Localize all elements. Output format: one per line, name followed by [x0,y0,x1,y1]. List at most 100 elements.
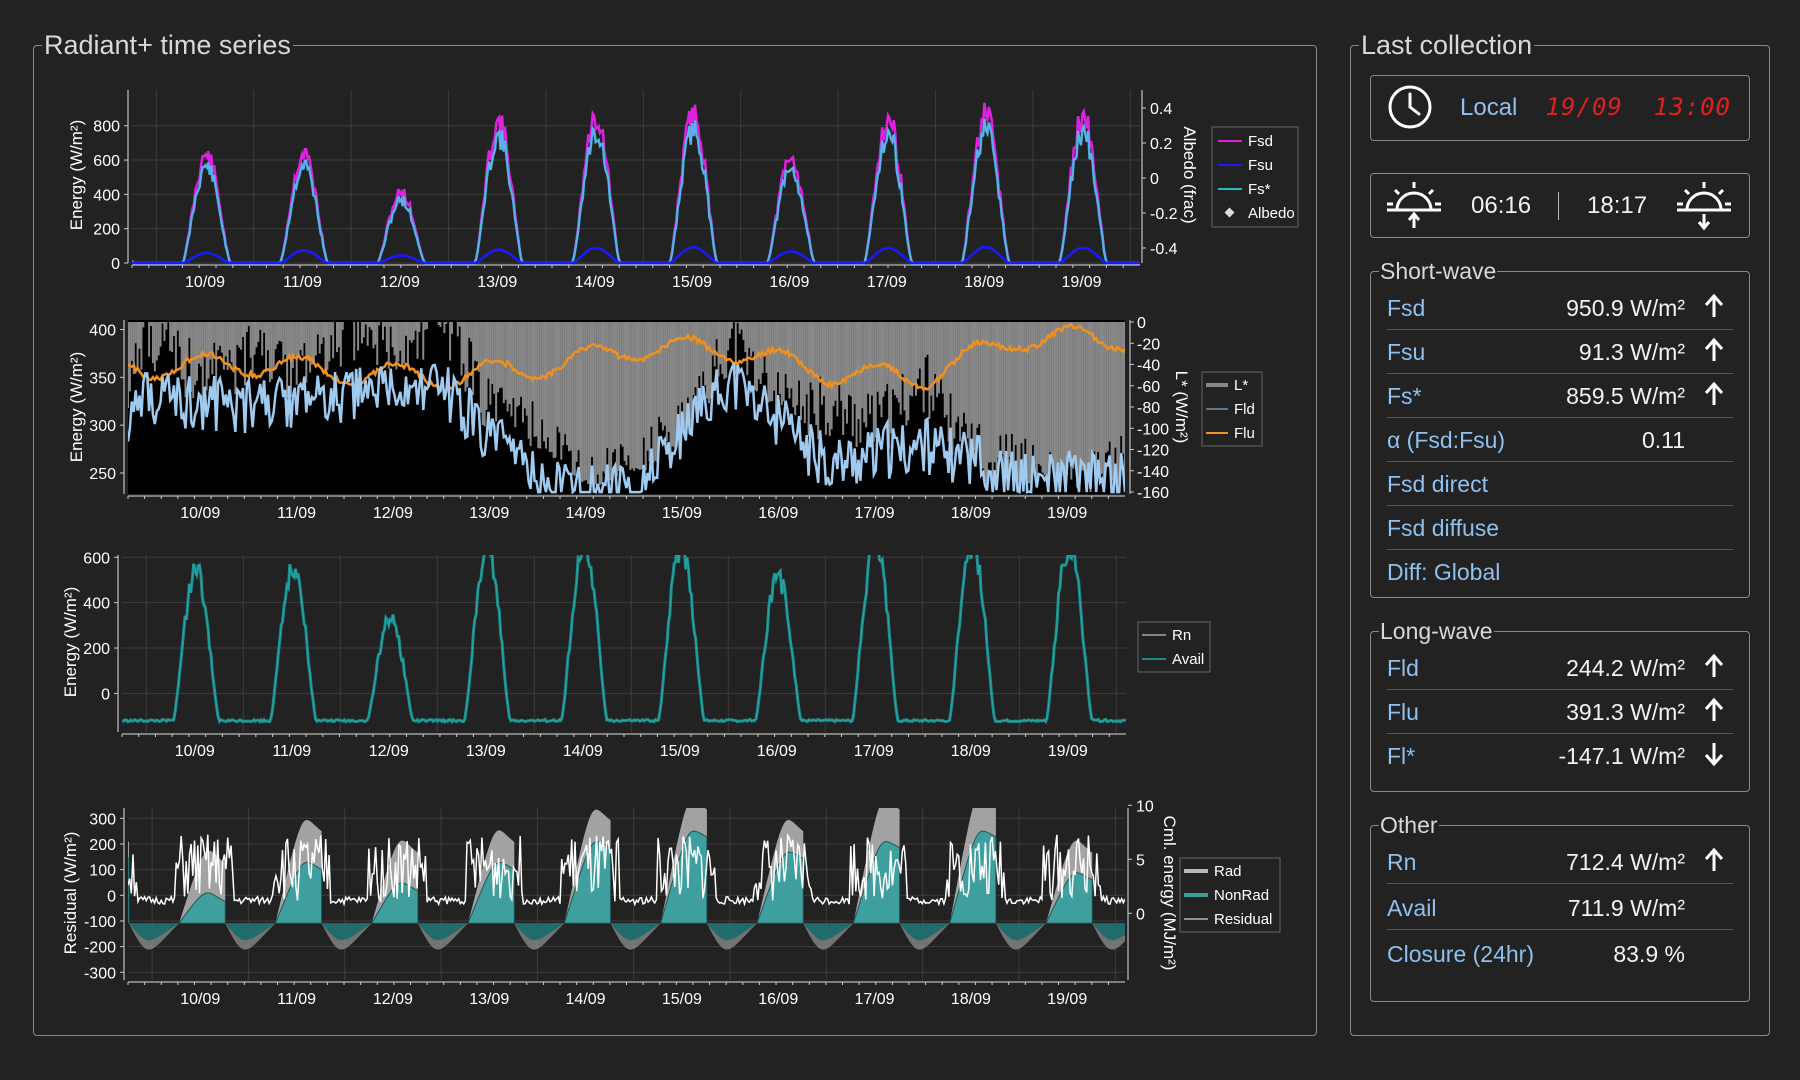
x-tick-label: 17/09 [854,743,894,760]
y-axis-label: Residual (W/m²) [61,832,80,955]
y-tick-label: 800 [93,119,120,136]
x-tick-label: 16/09 [758,991,798,1008]
x-tick-label: 17/09 [855,991,895,1008]
x-tick-label: 10/09 [180,505,220,522]
shortwave-title: Short-wave [1380,258,1497,284]
y-axis-label: Energy (W/m²) [61,587,80,698]
other-row-label: Avail [1387,895,1437,921]
x-tick-label: 18/09 [951,743,991,760]
y-tick-label: 0 [101,686,110,703]
nonrad-night-area [803,923,854,941]
x-tick-label: 15/09 [662,991,702,1008]
x-tick-label: 19/09 [1048,743,1088,760]
longwave-row: Fld 244.2 W/m² [1387,645,1733,690]
time-series-panel: Radiant+ time series [33,30,1317,1036]
y-tick-label: 300 [89,418,116,435]
legend-label: Rn [1172,627,1191,644]
fsstar-series [132,118,1140,265]
shortwave-row: Diff: Global [1387,549,1733,593]
sunrise-icon [1387,182,1441,228]
y-tick-label: 200 [89,837,116,854]
x-tick-label: 15/09 [662,505,702,522]
legend-label: Fs* [1248,181,1271,198]
x-tick-label: 15/09 [660,743,700,760]
sun-times-box: 06:16 18:17 [1370,173,1750,238]
x-tick-label: 14/09 [566,505,606,522]
legend-label: Fsd [1248,133,1273,150]
last-collection-panel: Last collection [1350,30,1770,1036]
y-tick-label: 200 [93,222,120,239]
longwave-row: Flu 391.3 W/m² [1387,689,1733,734]
y-tick-label-right: -80 [1137,400,1160,417]
nonrad-area [852,841,901,924]
legend-label: Rad [1214,863,1242,880]
longwave-row: Fl* -147.1 W/m² [1387,733,1733,777]
other-row-label: Closure (24hr) [1387,941,1534,967]
legend-label: Albedo [1248,205,1295,222]
legend-label: Avail [1172,651,1204,668]
x-tick-label: 12/09 [380,274,420,291]
y-tick-label: 400 [89,323,116,340]
longwave-row-label: Flu [1387,699,1419,725]
x-tick-label: 13/09 [466,743,506,760]
clock-date: 19/09 [1545,93,1623,121]
x-tick-label: 16/09 [758,505,798,522]
nonrad-night-area [514,923,565,941]
y-tick-label-right: -0.4 [1150,241,1178,258]
flu-series [128,322,1125,395]
y-tick-label-right: -60 [1137,379,1160,396]
other-section: Other Rn 712.4 W/m² Avail 711.9 W/m² Closure… [1370,812,1750,1002]
clock-icon [1388,85,1432,129]
nonrad-area [178,892,226,924]
shortwave-row-label: Fs* [1387,383,1422,409]
other-row: Avail 711.9 W/m² [1387,885,1733,930]
x-tick-label: 16/09 [757,743,797,760]
y-tick-label-right: 0 [1136,906,1145,923]
legend-swatch [1224,207,1235,218]
arrow-up-icon [1704,653,1724,677]
shortwave-row: Fs* 859.5 W/m² [1387,373,1733,418]
shortwave-series [132,102,1140,265]
x-tick-label: 17/09 [855,505,895,522]
other-row-value: 712.4 W/m² [1566,849,1685,875]
longwave-row-value: 391.3 W/m² [1566,699,1685,725]
x-tick-label: 14/09 [566,991,606,1008]
x-tick-label: 18/09 [951,991,991,1008]
x-tick-label: 19/09 [1047,505,1087,522]
y-tick-label: 0 [107,888,116,905]
shortwave-row-value: 950.9 W/m² [1566,295,1685,321]
shortwave-row-label: Fsd diffuse [1387,515,1500,541]
x-tick-label: 11/09 [277,991,316,1008]
arrow-up-icon [1704,337,1724,361]
legend-label: Flu [1234,425,1255,442]
shortwave-row-label: Fsd [1387,295,1426,321]
fld-series [128,362,1125,494]
longwave-series [128,320,1125,494]
longwave-row-value: -147.1 W/m² [1558,743,1685,769]
netrad-series [122,555,1126,725]
y-tick-label-right: -20 [1137,336,1160,353]
clock-datetime: 19/09 13:00 [1546,93,1731,121]
local-clock-box: Local 19/09 13:00 [1370,75,1750,141]
arrow-up-icon [1704,381,1724,405]
x-tick-label: 10/09 [175,743,215,760]
y-tick-label-right: 0.4 [1150,101,1172,118]
longwave-title: Long-wave [1380,618,1493,644]
nonrad-night-area [417,923,469,941]
x-tick-label: 18/09 [951,505,991,522]
x-tick-label: 19/09 [1047,991,1087,1008]
nonrad-night-area [1092,923,1125,941]
y-tick-label: 200 [83,641,110,658]
time-series-title: Radiant+ time series [44,30,291,60]
x-tick-label: 15/09 [672,274,712,291]
legend-label: Fsu [1248,157,1273,174]
y-tick-label: 0 [111,256,120,273]
shortwave-row-label: Diff: Global [1387,559,1501,585]
nonrad-night-area [225,923,276,941]
legend-label: NonRad [1214,887,1269,904]
y-axis-label-right: Cml. energy (MJ/m²) [1160,816,1179,971]
arrow-up-icon [1704,847,1724,871]
sunset-icon [1677,182,1731,231]
other-row-value: 711.9 W/m² [1567,895,1685,921]
sunset-time: 18:17 [1587,192,1648,219]
